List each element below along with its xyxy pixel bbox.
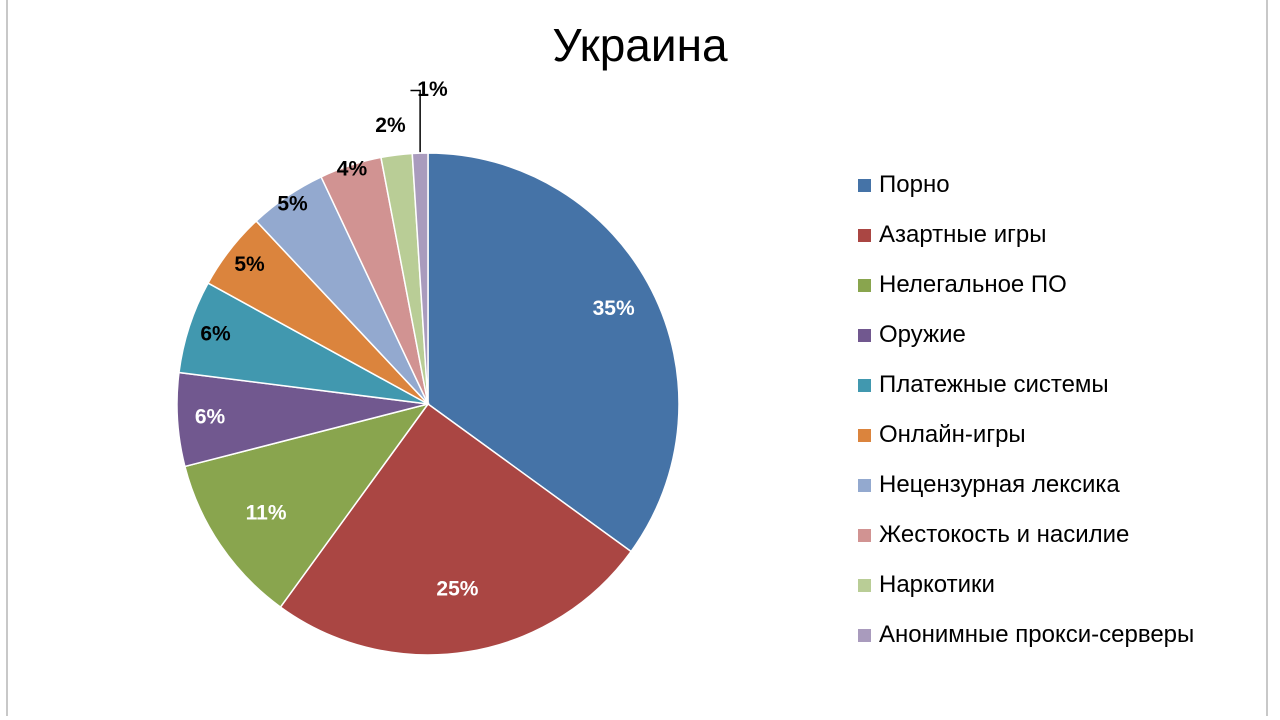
pie-slice-10 (411, 152, 429, 405)
legend: Порно Азартные игры Нелегальное ПО Оружие Пл… (858, 160, 1268, 660)
legend-label: Онлайн-игры (879, 421, 1026, 448)
pie-slice-3 (183, 402, 430, 609)
legend-label: Нелегальное ПО (879, 271, 1067, 298)
slice-label-8: 4% (337, 158, 368, 181)
slice-label-10: 1% (417, 78, 448, 101)
slice-label-2: 25% (436, 577, 478, 600)
legend-swatch (858, 628, 871, 642)
leader-line (410, 89, 421, 153)
legend-label: Наркотики (879, 571, 995, 598)
legend-label: Оружие (879, 321, 966, 348)
legend-item: Онлайн-игры (858, 410, 1268, 460)
slice-label-3: 11% (246, 502, 287, 525)
legend-swatch (858, 378, 871, 392)
chart-title: Украина (552, 19, 728, 71)
slice-label-4: 6% (195, 405, 226, 428)
legend-item: Жестокость и насилие (858, 510, 1268, 560)
legend-swatch (858, 228, 871, 242)
legend-swatch (858, 478, 871, 492)
slice-label-5: 6% (200, 323, 231, 346)
legend-swatch (858, 528, 871, 542)
legend-swatch (858, 428, 871, 442)
legend-item: Анонимные прокси-серверы (858, 610, 1268, 660)
legend-item: Нелегальное ПО (858, 260, 1268, 310)
legend-item: Нецензурная лексика (858, 460, 1268, 510)
slice-label-1: 35% (593, 297, 635, 320)
legend-label: Азартные игры (879, 221, 1047, 248)
legend-label: Анонимные прокси-серверы (879, 621, 1195, 648)
legend-label: Нецензурная лексика (879, 471, 1120, 498)
slice-label-6: 5% (234, 253, 265, 276)
pie-slice-2 (279, 402, 633, 656)
legend-item: Азартные игры (858, 210, 1268, 260)
legend-item: Платежные системы (858, 360, 1268, 410)
legend-swatch (858, 578, 871, 592)
legend-swatch (858, 328, 871, 342)
legend-item: Порно (858, 160, 1268, 210)
legend-swatch (858, 278, 871, 292)
legend-label: Порно (879, 171, 950, 198)
slice-label-9: 2% (375, 114, 406, 137)
legend-label: Платежные системы (879, 371, 1109, 398)
legend-item: Оружие (858, 310, 1268, 360)
chart-frame (6, 0, 1268, 716)
pie-slice-1 (427, 152, 680, 553)
slice-label-7: 5% (277, 192, 308, 215)
legend-swatch (858, 178, 871, 192)
legend-item: Наркотики (858, 560, 1268, 610)
legend-label: Жестокость и насилие (879, 521, 1130, 548)
